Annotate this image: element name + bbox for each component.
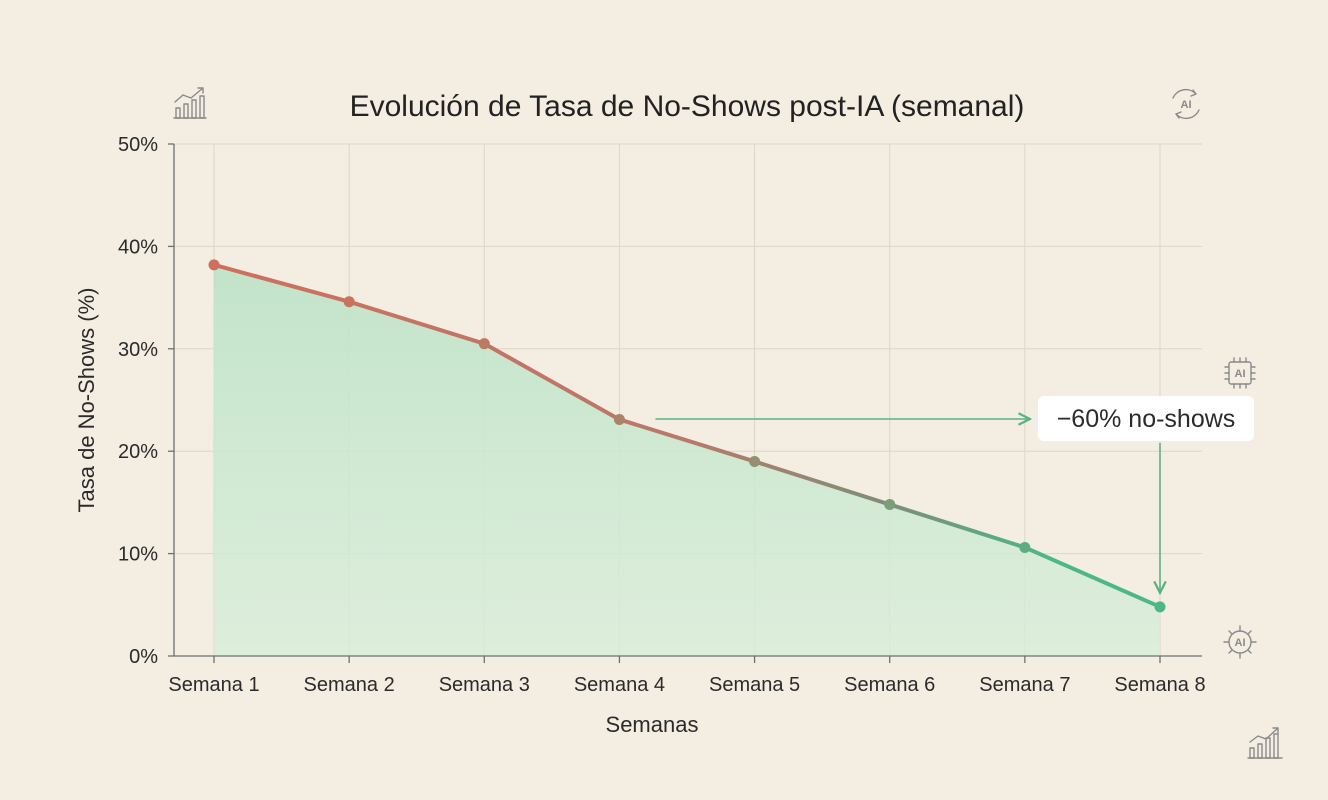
y-tick-label: 10% — [118, 544, 158, 566]
x-tick-label: Semana 2 — [304, 674, 395, 696]
x-tick-label: Semana 6 — [844, 674, 935, 696]
data-point — [749, 455, 761, 467]
y-tick-label: 0% — [129, 646, 158, 668]
ai-refresh-icon: AI — [1172, 88, 1200, 120]
y-axis-label: Tasa de No-Shows (%) — [74, 288, 99, 513]
ai-gear-icon-text: AI — [1235, 637, 1246, 649]
x-tick-label: Semana 7 — [979, 674, 1070, 696]
chart-icon-bottom-right — [1247, 727, 1283, 759]
y-tick-label: 40% — [118, 236, 158, 258]
x-tick-label: Semana 8 — [1114, 674, 1205, 696]
x-tick-label: Semana 3 — [439, 674, 530, 696]
area-layer — [214, 264, 1160, 656]
x-tick-label: Semana 1 — [168, 674, 259, 696]
ai-refresh-icon-text: AI — [1181, 99, 1192, 111]
data-point — [478, 338, 490, 350]
data-point — [1019, 541, 1031, 553]
y-tick-label: 30% — [118, 339, 158, 361]
points-layer — [208, 259, 1166, 613]
x-tick-label: Semana 4 — [574, 674, 665, 696]
data-point — [1154, 601, 1166, 613]
ai-chip-icon: AI — [1224, 357, 1256, 389]
y-tick-label: 50% — [118, 134, 158, 156]
chart-title: Evolución de Tasa de No-Shows post-IA (s… — [350, 90, 1025, 123]
ai-chip-icon-text: AI — [1235, 368, 1246, 380]
series-area — [214, 264, 1160, 656]
data-point — [884, 498, 896, 510]
data-point — [613, 413, 625, 425]
data-point — [343, 296, 355, 308]
x-ticks: Semana 1 Semana 2 Semana 3 Semana 4 Semana 5… — [168, 656, 1206, 696]
y-ticks: 0% 10% 20% 30% 40% 50% — [118, 134, 174, 668]
annotation-box — [1038, 396, 1254, 441]
x-axis-label: Semanas — [606, 712, 699, 737]
chart-icon-top-left — [173, 87, 207, 119]
annotation-text: −60% no-shows — [1057, 405, 1236, 433]
y-tick-label: 20% — [118, 441, 158, 463]
series-line-layer — [212, 262, 1162, 609]
x-tick-label: Semana 5 — [709, 674, 800, 696]
data-point — [208, 259, 220, 271]
annotation: −60% no-shows — [655, 396, 1254, 593]
series-line — [212, 262, 1162, 609]
ai-gear-icon: AI — [1223, 625, 1257, 659]
